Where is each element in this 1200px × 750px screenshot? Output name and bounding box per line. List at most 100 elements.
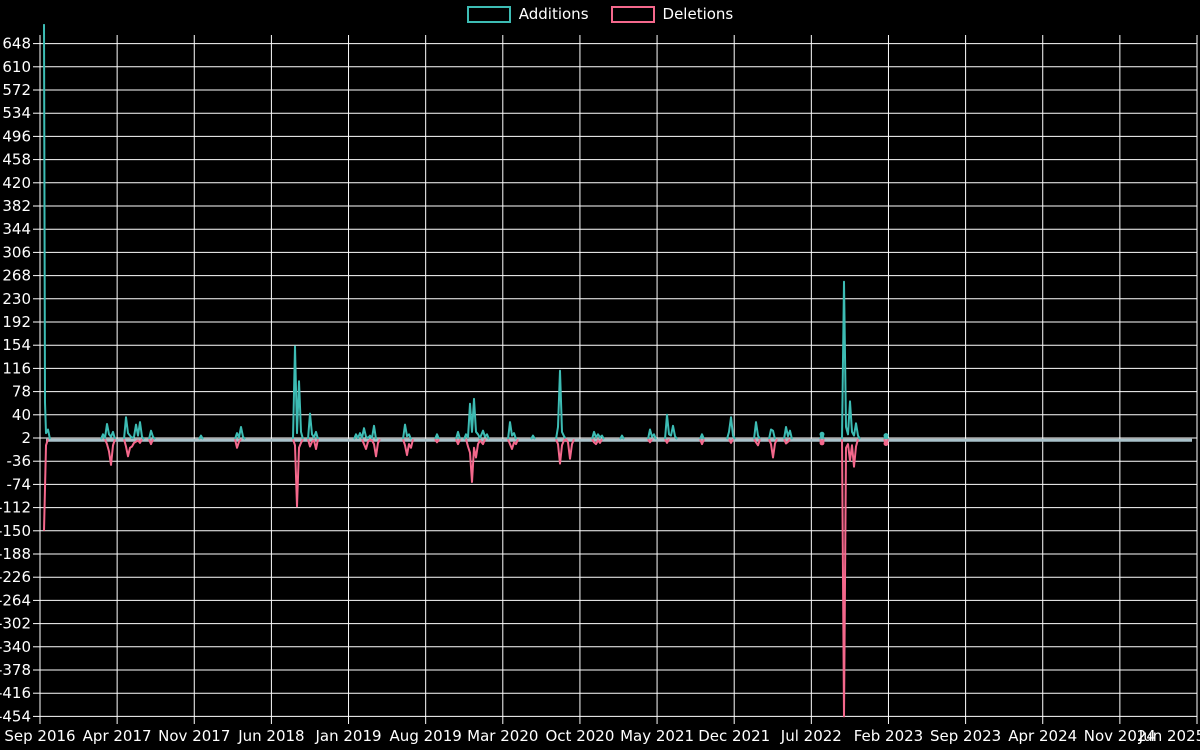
- deletions-line: [841, 438, 859, 718]
- x-tick-label: Nov 2024: [1084, 727, 1156, 745]
- additions-line: [198, 434, 204, 440]
- y-tick-label: 648: [2, 35, 31, 53]
- y-tick-label: -454: [0, 707, 31, 725]
- x-tick-label: Apr 2017: [83, 727, 152, 745]
- x-tick-label: May 2021: [620, 727, 694, 745]
- additions-line: [292, 345, 304, 440]
- deletions-line: [768, 438, 778, 459]
- deletions-line: [465, 438, 486, 483]
- legend-label-deletions: Deletions: [662, 5, 734, 23]
- y-tick-label: 306: [2, 243, 31, 261]
- deletions-line: [699, 438, 705, 446]
- additions-line: [123, 416, 145, 440]
- x-tick-label: Dec 2021: [698, 727, 770, 745]
- x-tick-label: Jan 2019: [314, 727, 381, 745]
- x-tick-label: Mar 2020: [467, 727, 538, 745]
- y-tick-label: -112: [0, 499, 31, 517]
- deletions-line: [507, 438, 519, 450]
- legend-item-deletions[interactable]: Deletions: [610, 5, 734, 23]
- y-tick-label: 420: [2, 174, 31, 192]
- deletions-line: [292, 438, 304, 508]
- x-tick-label: Feb 2023: [854, 727, 924, 745]
- deletions-line: [234, 438, 242, 449]
- deletions-line: [307, 438, 319, 450]
- y-tick-label: 154: [2, 336, 31, 354]
- additions-line: [753, 421, 761, 440]
- y-tick-label: 40: [12, 406, 31, 424]
- x-tick-label: Aug 2019: [390, 727, 462, 745]
- additions-line: [699, 433, 705, 440]
- additions-line: [353, 424, 377, 440]
- deletions-line: [664, 438, 670, 444]
- y-tick-label: 192: [2, 313, 31, 331]
- y-tick-label: -378: [0, 661, 31, 679]
- y-tick-label: -416: [0, 684, 31, 702]
- y-tick-label: 116: [2, 359, 31, 377]
- deletions-point-marker: [883, 441, 889, 446]
- y-tick-label: 496: [2, 127, 31, 145]
- legend-item-additions[interactable]: Additions: [466, 5, 589, 23]
- deletions-line: [43, 438, 49, 531]
- additions-line: [530, 434, 536, 440]
- y-tick-label: 534: [2, 104, 31, 122]
- additions-line: [43, 24, 51, 440]
- x-tick-label: Jul 2022: [780, 727, 842, 745]
- additions-point-marker: [819, 431, 825, 437]
- additions-line: [555, 369, 567, 440]
- additions-line: [234, 426, 246, 440]
- x-tick-label: Jun 2018: [237, 727, 304, 745]
- deletions-line: [148, 438, 154, 446]
- y-tick-label: 344: [2, 220, 31, 238]
- x-tick-label: Jun 2025: [1138, 727, 1200, 745]
- additions-line: [783, 426, 793, 440]
- y-tick-label: -302: [0, 615, 31, 633]
- y-tick-label: -36: [7, 452, 32, 470]
- y-tick-label: 610: [2, 58, 31, 76]
- x-tick-label: Oct 2020: [545, 727, 614, 745]
- y-tick-label: -188: [0, 545, 31, 563]
- y-tick-label: -226: [0, 568, 31, 586]
- deletions-line: [728, 438, 734, 444]
- additions-line: [647, 428, 657, 440]
- deletions-line: [783, 438, 791, 445]
- y-tick-label: 268: [2, 267, 31, 285]
- additions-line: [591, 430, 605, 440]
- deletions-line: [123, 438, 143, 458]
- deletions-line: [647, 438, 653, 444]
- additions-line: [841, 280, 861, 440]
- deletions-point-marker: [819, 440, 825, 446]
- y-tick-label: -150: [0, 522, 31, 540]
- deletions-line: [402, 438, 414, 457]
- additions-line: [463, 397, 490, 440]
- legend-label-additions: Additions: [518, 5, 589, 23]
- additions-line: [455, 430, 461, 440]
- x-tick-label: Apr 2024: [1008, 727, 1077, 745]
- x-tick-label: Nov 2017: [158, 727, 230, 745]
- y-tick-label: -340: [0, 638, 31, 656]
- deletions-line: [555, 438, 575, 465]
- additions-line: [434, 433, 440, 440]
- additions-line: [726, 416, 736, 440]
- additions-swatch-icon: [466, 6, 511, 23]
- additions-line: [664, 413, 678, 440]
- y-tick-label: 2: [21, 429, 31, 447]
- deletions-line: [361, 438, 381, 458]
- additions-line: [100, 423, 116, 440]
- deletions-line: [104, 438, 116, 466]
- y-tick-label: 458: [2, 151, 31, 169]
- y-tick-label: 382: [2, 197, 31, 215]
- additions-line: [507, 421, 517, 440]
- additions-line: [619, 434, 625, 440]
- x-tick-label: Sep 2016: [4, 727, 75, 745]
- additions-line: [768, 428, 776, 440]
- x-tick-label: Sep 2023: [930, 727, 1001, 745]
- y-tick-label: 572: [2, 81, 31, 99]
- additions-line: [402, 423, 412, 440]
- deletions-swatch-icon: [610, 6, 655, 23]
- deletions-line: [591, 438, 603, 446]
- chart-legend: Additions Deletions: [0, 6, 1200, 23]
- y-tick-label: 78: [12, 383, 31, 401]
- additions-point-marker: [883, 433, 889, 439]
